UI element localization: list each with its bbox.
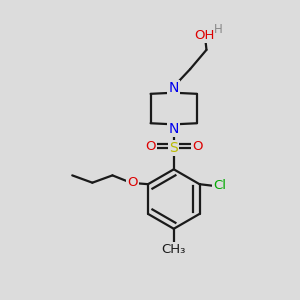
Text: H: H: [213, 22, 222, 35]
Text: O: O: [145, 140, 155, 153]
Text: O: O: [192, 140, 202, 153]
Text: N: N: [169, 82, 179, 95]
Text: N: N: [169, 122, 179, 136]
Text: S: S: [169, 141, 178, 155]
Text: OH: OH: [194, 29, 214, 42]
Text: O: O: [127, 176, 138, 189]
Text: CH₃: CH₃: [162, 243, 186, 256]
Text: Cl: Cl: [213, 179, 226, 192]
